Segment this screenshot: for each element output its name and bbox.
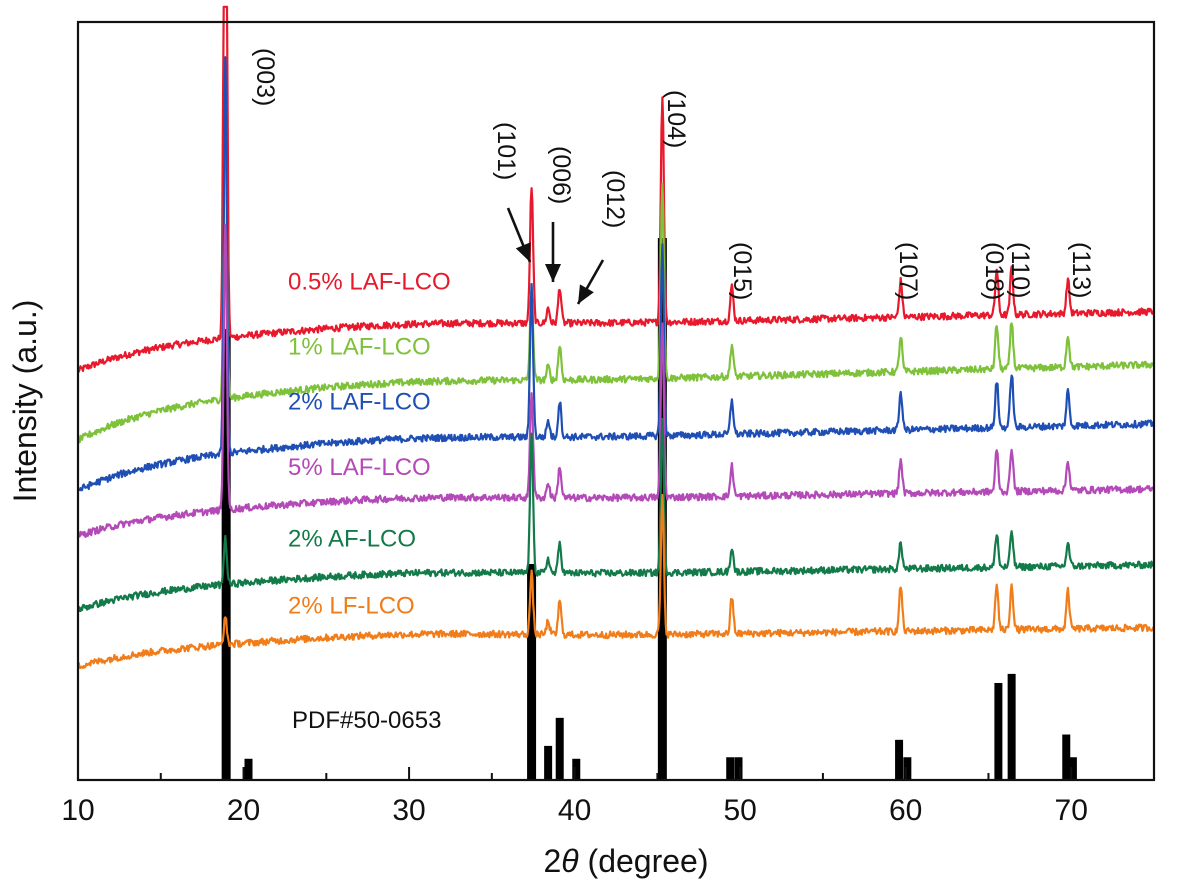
reference-line <box>555 717 564 780</box>
peak-label: (113) <box>1067 242 1095 299</box>
series-label: 5% LAF-LCO <box>288 454 431 481</box>
reference-line <box>994 682 1003 780</box>
peak-label: (107) <box>894 242 922 300</box>
x-tick-label: 30 <box>392 794 425 827</box>
y-axis-label: Intensity (a.u.) <box>7 300 43 503</box>
series-label: 1% LAF-LCO <box>288 334 431 361</box>
peak-label: (006) <box>547 146 575 204</box>
annotation-arrow <box>506 207 532 263</box>
reference-line <box>734 757 743 780</box>
x-tick-label: 40 <box>558 794 591 827</box>
x-tick-label: 10 <box>61 794 94 827</box>
reference-line <box>544 745 553 780</box>
series-line <box>76 5 1156 373</box>
peak-label: (015) <box>728 242 756 300</box>
x-tick-label: 20 <box>227 794 260 827</box>
x-axis-label-prefix: 2 <box>544 843 562 879</box>
peak-label: (012) <box>601 170 629 228</box>
reference-line <box>527 563 537 780</box>
reference-line <box>895 739 904 780</box>
x-tick-label: 70 <box>1055 794 1088 827</box>
series-line <box>77 417 1156 613</box>
reference-line <box>1068 757 1077 780</box>
x-tick-label: 60 <box>889 794 922 827</box>
reference-label: PDF#50-0653 <box>292 707 441 734</box>
reference-line <box>726 757 735 780</box>
plot-frame <box>76 20 1156 782</box>
series-line <box>77 56 1155 492</box>
reference-line <box>1062 734 1071 780</box>
reference-line <box>572 758 581 780</box>
peak-label: (110) <box>1006 242 1034 299</box>
x-tick-label: 50 <box>723 794 756 827</box>
reference-line <box>244 758 253 780</box>
x-axis-label: 2θ (degree) <box>544 843 709 879</box>
reference-line <box>903 757 912 780</box>
x-axis: 10 20 30 40 50 60 70 <box>61 767 1155 827</box>
series-label: 2% LAF-LCO <box>288 389 431 416</box>
annotation-arrow <box>576 259 605 305</box>
series-label: 2% LF-LCO <box>288 593 415 620</box>
peak-label: (003) <box>251 48 279 106</box>
reference-line <box>1007 673 1016 780</box>
series-label: 0.5% LAF-LCO <box>288 269 451 296</box>
series-label: 2% AF-LCO <box>288 526 416 553</box>
series-layer <box>76 5 1156 669</box>
series-line <box>76 223 1156 538</box>
x-axis-label-theta: θ <box>561 843 579 879</box>
annotation-arrow <box>545 222 561 282</box>
series-label-layer: 0.5% LAF-LCO 1% LAF-LCO 2% LAF-LCO 5% LAF-L… <box>288 269 451 620</box>
x-axis-label-suffix: (degree) <box>579 843 709 879</box>
peak-label: (104) <box>662 90 690 148</box>
series-line <box>76 493 1156 669</box>
peak-label: (018) <box>980 242 1008 300</box>
peak-label: (101) <box>492 122 520 180</box>
peak-label-layer: (003) (101) (006) (012) (104) (015) (107) (018)… <box>251 48 1095 305</box>
series-line <box>77 93 1155 444</box>
